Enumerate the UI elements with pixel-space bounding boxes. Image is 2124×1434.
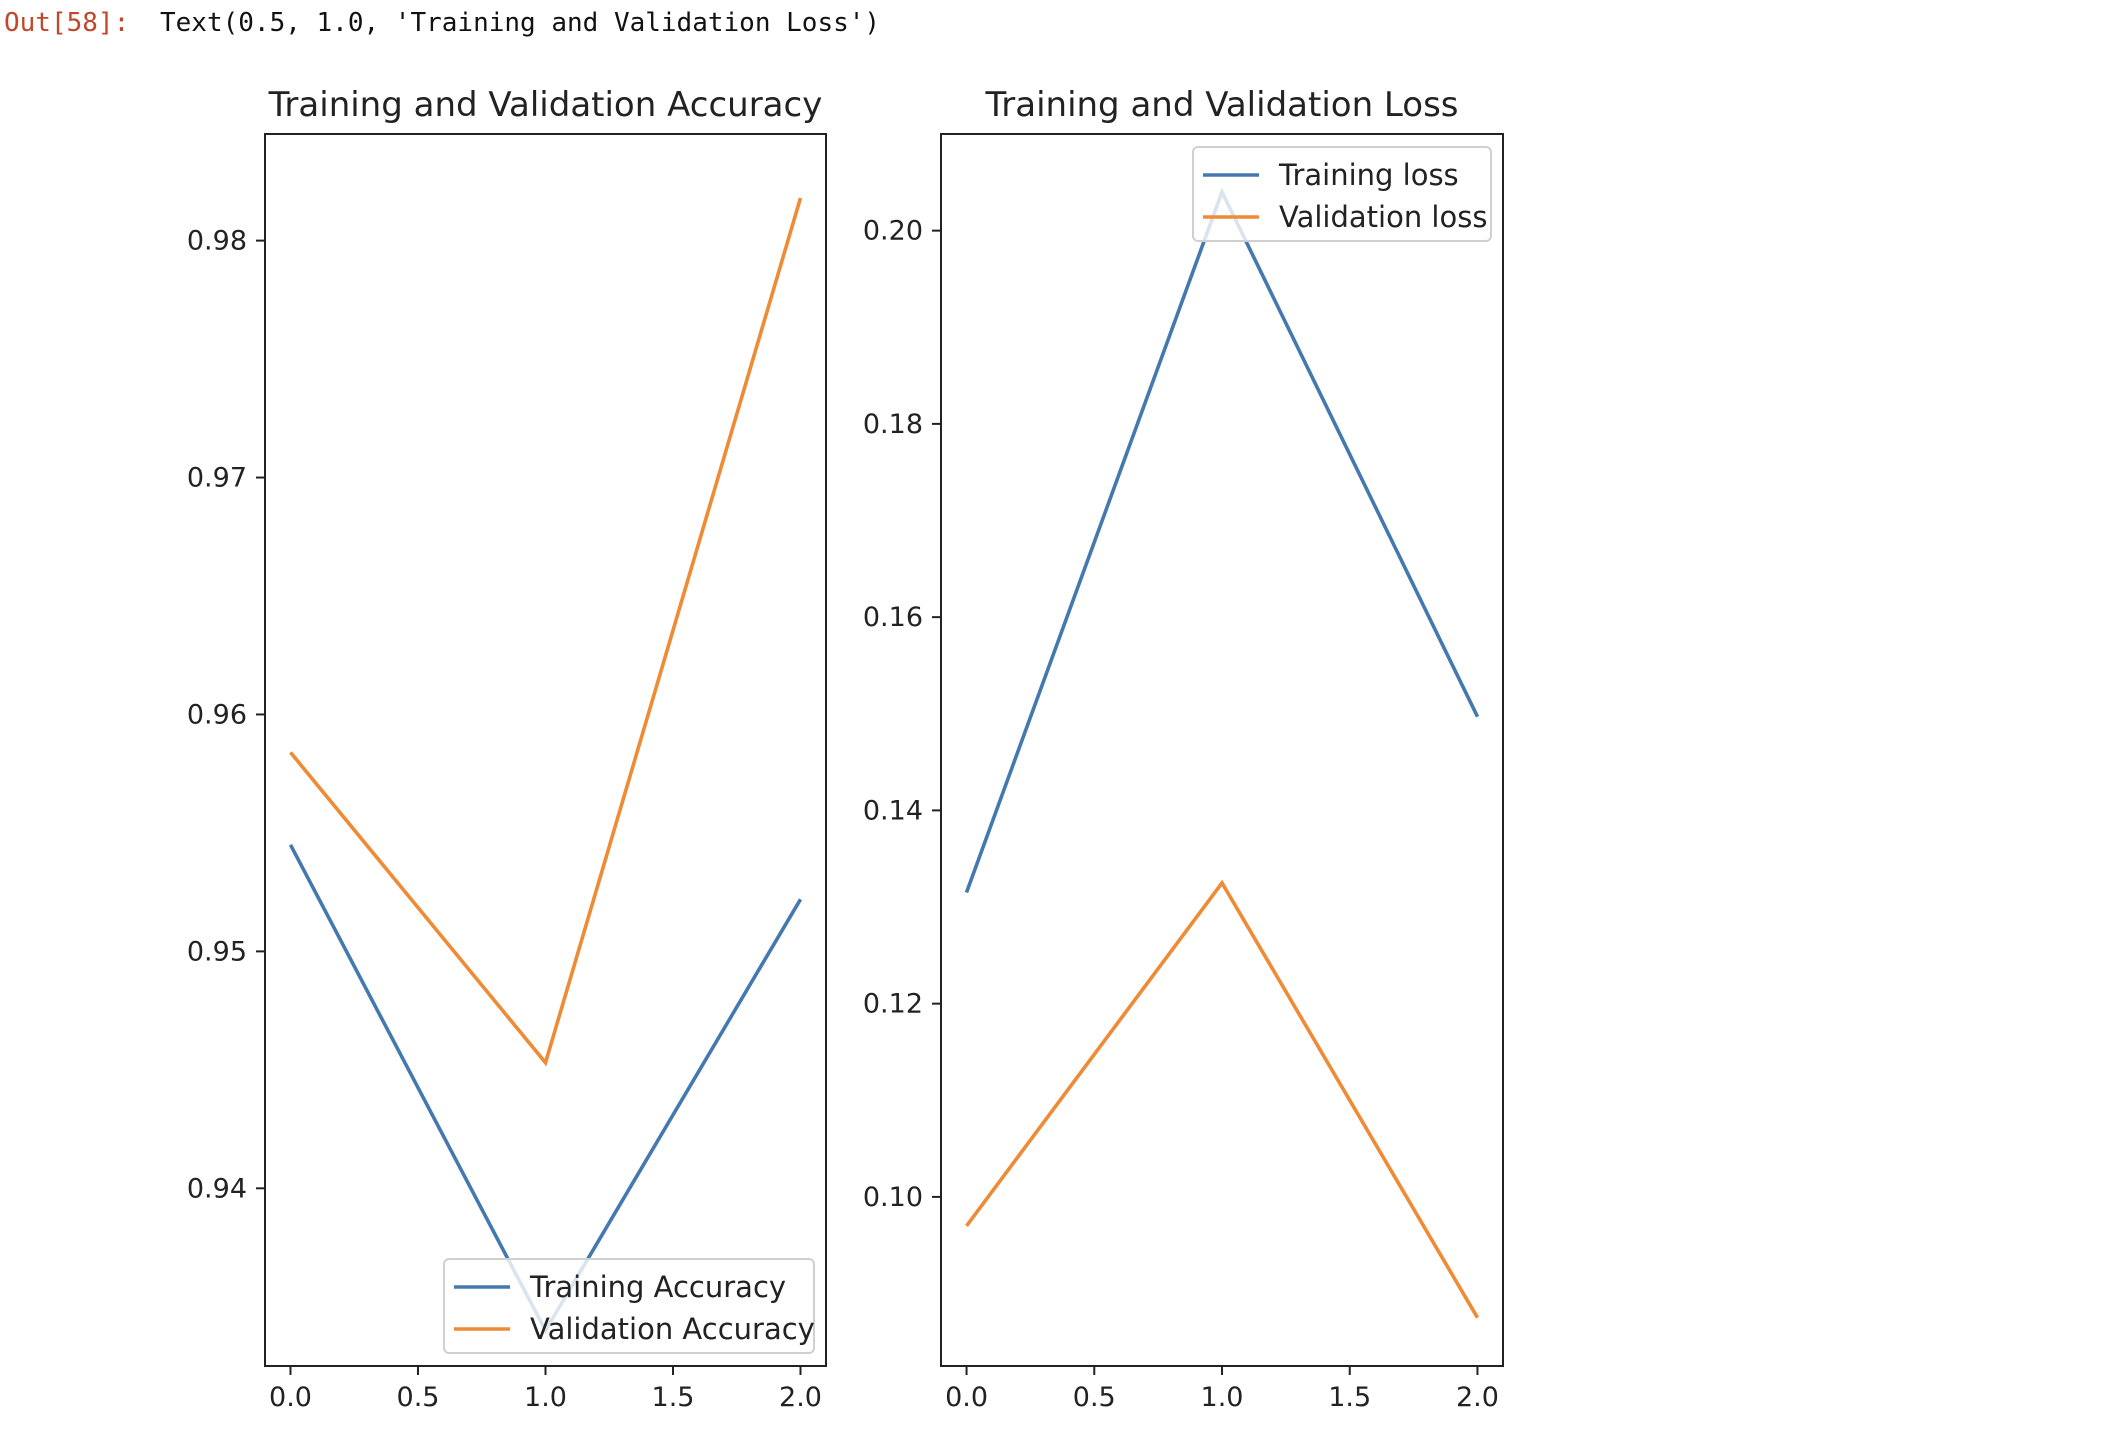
series-line-training-accuracy <box>288 843 803 1335</box>
y-tick-label: 0.16 <box>863 602 923 633</box>
x-tick-label: 2.0 <box>1456 1382 1499 1413</box>
accuracy-axes-frame <box>264 133 827 1367</box>
loss-axes-frame <box>940 133 1504 1367</box>
x-tick-label: 2.0 <box>779 1382 822 1413</box>
y-tick-label: 0.18 <box>863 409 923 440</box>
loss-chart-title: Training and Validation Loss <box>984 85 1458 125</box>
y-tick-label: 0.95 <box>187 936 247 967</box>
y-tick-label: 0.14 <box>863 795 923 826</box>
y-tick-label: 0.10 <box>863 1182 923 1213</box>
x-tick-label: 0.0 <box>269 1382 312 1413</box>
x-tick-label: 0.5 <box>1073 1382 1116 1413</box>
legend-label-training-loss: Training loss <box>1278 158 1459 192</box>
y-tick-label: 0.97 <box>187 463 247 494</box>
loss-plot: Training and Validation Loss 0.0 0.5 1.0 1.5… <box>863 85 1504 1413</box>
output-text: Text(0.5, 1.0, 'Training and Validation … <box>160 8 881 38</box>
legend-box <box>443 1258 815 1354</box>
x-tick-label: 1.5 <box>1328 1382 1371 1413</box>
legend-label-validation-accuracy: Validation Accuracy <box>530 1312 815 1346</box>
y-tick-label: 0.94 <box>187 1173 247 1204</box>
accuracy-legend: Training Accuracy Validation Accuracy <box>443 1258 815 1354</box>
y-tick-label: 0.20 <box>863 216 923 247</box>
x-tick-label: 1.5 <box>652 1382 695 1413</box>
legend-label-training-accuracy: Training Accuracy <box>529 1270 786 1304</box>
output-prompt: Out[58]: <box>4 8 130 38</box>
loss-legend: Training loss Validation loss <box>1192 146 1492 242</box>
x-tick-label: 1.0 <box>1201 1382 1244 1413</box>
y-tick-label: 0.98 <box>187 226 247 257</box>
x-tick-label: 0.0 <box>945 1382 988 1413</box>
series-line-training-loss <box>964 187 1480 894</box>
accuracy-plot: Training and Validation Accuracy 0.0 0.5 1.… <box>187 85 827 1413</box>
x-tick-label: 1.0 <box>524 1382 567 1413</box>
x-tick-label: 0.5 <box>397 1382 440 1413</box>
output-row: Out[58]: Text(0.5, 1.0, 'Training and Va… <box>0 0 2124 60</box>
accuracy-chart-title: Training and Validation Accuracy <box>268 85 823 125</box>
legend-box <box>1192 146 1492 242</box>
y-tick-label: 0.96 <box>187 699 247 730</box>
y-tick-label: 0.12 <box>863 989 923 1020</box>
series-line-validation-accuracy <box>289 197 803 1067</box>
series-line-validation-loss <box>965 879 1480 1319</box>
legend-label-validation-loss: Validation loss <box>1279 200 1487 234</box>
